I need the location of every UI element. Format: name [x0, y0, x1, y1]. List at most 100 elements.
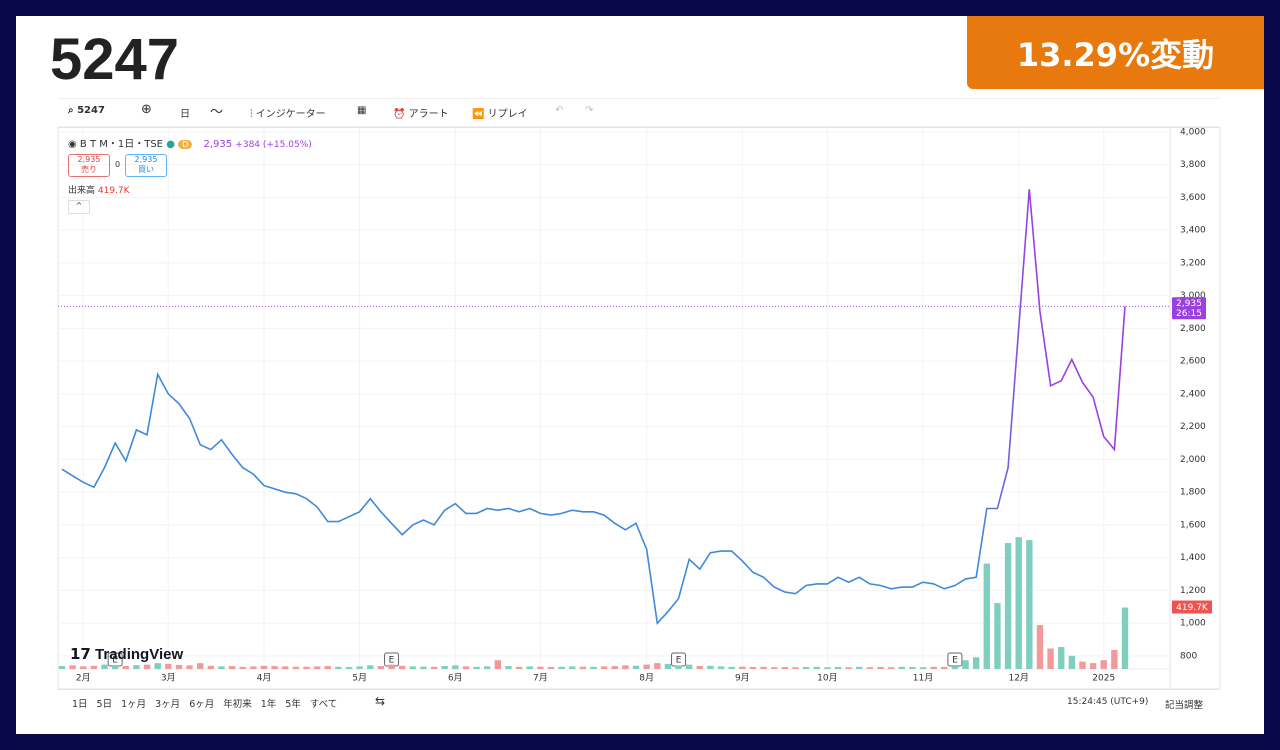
redo-button[interactable]: ↷: [585, 105, 594, 116]
adjust-button[interactable]: 記当調整: [1165, 700, 1204, 711]
buy-button[interactable]: 2,935 買い: [125, 154, 167, 177]
range-button[interactable]: 年初来: [223, 699, 252, 710]
range-button[interactable]: 5年: [285, 699, 301, 710]
compare-button[interactable]: ⊕: [141, 102, 152, 117]
volume-bar: [749, 666, 757, 669]
range-button[interactable]: 1年: [260, 699, 277, 710]
symbol-search[interactable]: ⌕ 5247: [68, 105, 105, 116]
volume-bar: [972, 657, 980, 669]
volume-bar: [802, 666, 810, 669]
volume-bar: [165, 663, 172, 669]
volume-title: 出来高: [68, 186, 96, 196]
chart-frame: [57, 126, 1221, 690]
volume-bar: [356, 666, 363, 669]
date-range-button[interactable]: ⇆: [375, 694, 386, 708]
volume-bar: [271, 666, 278, 669]
indicators: インジケーター: [255, 109, 326, 120]
y-tick-label: 3,000: [1180, 291, 1206, 301]
spread: 0: [115, 160, 121, 169]
volume-bar: [292, 666, 300, 669]
volume-bar: [58, 666, 66, 669]
range-button[interactable]: すべて: [309, 699, 338, 710]
y-tick-label: 3,800: [1180, 160, 1206, 170]
volume-bar: [654, 663, 661, 669]
volume-bar: [90, 665, 98, 669]
volume-bar: [186, 665, 193, 669]
volume-bar: [409, 666, 416, 669]
volume-bar: [760, 666, 767, 669]
volume-bar: [345, 666, 353, 669]
volume-bar: [1015, 537, 1022, 669]
undo-button[interactable]: ↶: [555, 105, 564, 116]
volume-bar: [260, 665, 268, 669]
volume-bar: [632, 665, 640, 669]
indicators-button[interactable]: ⫶ インジケーター: [250, 109, 326, 120]
range-button[interactable]: 6ヶ月: [189, 699, 215, 710]
panel: [16, 16, 1264, 734]
legend-price: 2,935: [203, 139, 233, 150]
volume-bar: [197, 663, 204, 669]
x-tick-label: 5月: [352, 673, 367, 684]
volume-bar: [1036, 625, 1044, 669]
x-tick-label: 3月: [161, 673, 176, 684]
volume-bar: [462, 666, 470, 669]
legend-change: +384 (+15.05%): [235, 140, 312, 150]
interval-button[interactable]: 日: [180, 109, 190, 120]
y-tick-label: 4,000: [1180, 127, 1206, 137]
volume-bar: [590, 666, 597, 669]
layout-button[interactable]: ▦: [357, 105, 367, 116]
x-tick-label: 10月: [817, 673, 837, 684]
replay-button[interactable]: ⏪ リプレイ: [472, 109, 528, 120]
range-button[interactable]: 5日: [96, 699, 113, 710]
alerts-button[interactable]: ⏰ アラート: [393, 109, 449, 120]
y-tick-label: 2,000: [1180, 455, 1206, 465]
x-tick-label: 7月: [533, 673, 548, 684]
event-marker: [947, 652, 963, 667]
range-button[interactable]: 3ヶ月: [155, 699, 181, 710]
volume-bar: [377, 666, 385, 669]
volume-bar: [1004, 543, 1012, 669]
volume-bar: [1047, 648, 1054, 669]
volume-bar: [473, 666, 480, 669]
volume-bar: [909, 666, 916, 669]
x-tick-label: 9月: [735, 673, 750, 684]
range-button[interactable]: 1ヶ月: [121, 699, 147, 710]
event-label: E: [112, 656, 118, 666]
volume-bar: [643, 664, 650, 669]
chart-type-button[interactable]: 〜: [210, 105, 224, 120]
volume-bar: [1100, 660, 1107, 669]
volume-bar: [675, 665, 682, 669]
x-tick-label: 2月: [76, 673, 91, 684]
volume-bar: [367, 665, 374, 669]
volume-bar: [887, 667, 895, 669]
sell-button[interactable]: 2,935 売り: [68, 154, 110, 177]
volume-bar: [228, 666, 236, 669]
volume-bar: [1089, 663, 1097, 669]
volume-bar: [877, 666, 884, 669]
volume-bar: [313, 666, 321, 669]
collapse-button[interactable]: ^: [68, 200, 90, 214]
volume-bar: [558, 666, 565, 669]
sell-price: 2,935: [77, 155, 101, 164]
range-button[interactable]: 1日: [72, 699, 88, 710]
volume-bar: [133, 665, 140, 669]
volume-bar: [537, 666, 544, 669]
volume-bar: [515, 666, 523, 669]
volume-bar: [207, 665, 215, 669]
sell-label: 売り: [81, 165, 97, 174]
volume-bar: [941, 666, 948, 669]
volume-bar: [101, 664, 108, 669]
volume-bar: [569, 666, 576, 669]
volume-bar: [430, 666, 438, 669]
volume-bar: [494, 660, 502, 669]
volume-bar: [962, 660, 969, 669]
volume-bar: [175, 664, 183, 669]
clock: 15:24:45 (UTC+9): [1067, 697, 1149, 707]
volume-bar: [983, 563, 990, 669]
volume-bar: [994, 603, 1001, 669]
alerts: アラート: [408, 109, 449, 120]
legend-symbol: B T M・1日・TSE: [79, 139, 163, 150]
y-tick-label: 1,600: [1180, 520, 1206, 530]
